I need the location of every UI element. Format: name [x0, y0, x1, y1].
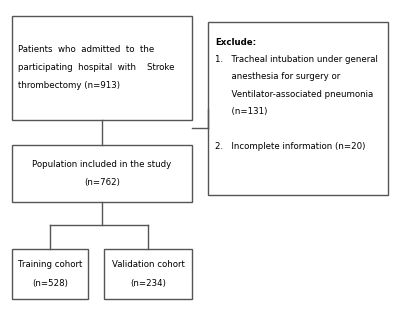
Text: anesthesia for surgery or: anesthesia for surgery or [215, 72, 340, 82]
Text: Patients  who  admitted  to  the: Patients who admitted to the [18, 45, 154, 54]
Text: (n=762): (n=762) [84, 178, 120, 187]
Text: (n=528): (n=528) [32, 279, 68, 288]
Text: Exclude:: Exclude: [215, 38, 256, 47]
Bar [104, 249, 192, 299]
Text: (n=234): (n=234) [130, 279, 166, 288]
Text: Training cohort: Training cohort [18, 261, 82, 269]
Text: 2.   Incomplete information (n=20): 2. Incomplete information (n=20) [215, 142, 366, 151]
Bar [208, 22, 388, 195]
Text: Validation cohort: Validation cohort [112, 261, 184, 269]
Text: Ventilator-associated pneumonia: Ventilator-associated pneumonia [215, 90, 374, 99]
Text: 1.   Tracheal intubation under general: 1. Tracheal intubation under general [215, 55, 378, 64]
Bar [12, 249, 88, 299]
Text: (n=131): (n=131) [215, 107, 268, 116]
Bar [12, 145, 192, 202]
Text: participating  hospital  with    Stroke: participating hospital with Stroke [18, 63, 174, 72]
Bar [12, 16, 192, 120]
Text: Population included in the study: Population included in the study [32, 160, 172, 169]
Text: thrombectomy (n=913): thrombectomy (n=913) [18, 82, 120, 90]
